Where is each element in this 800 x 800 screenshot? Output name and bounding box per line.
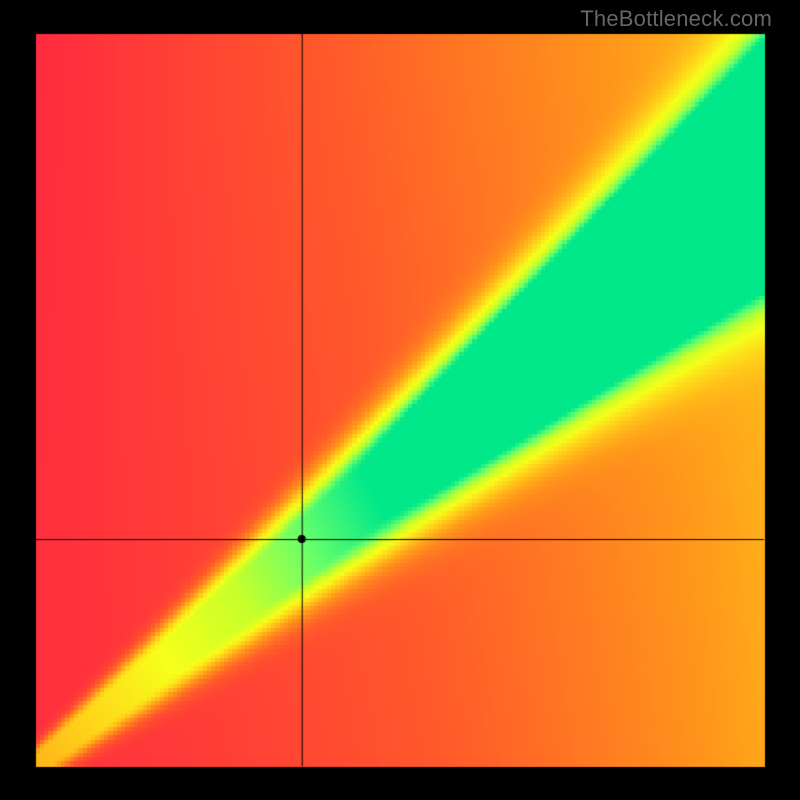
watermark-text: TheBottleneck.com <box>580 6 772 32</box>
bottleneck-heatmap <box>0 0 800 800</box>
